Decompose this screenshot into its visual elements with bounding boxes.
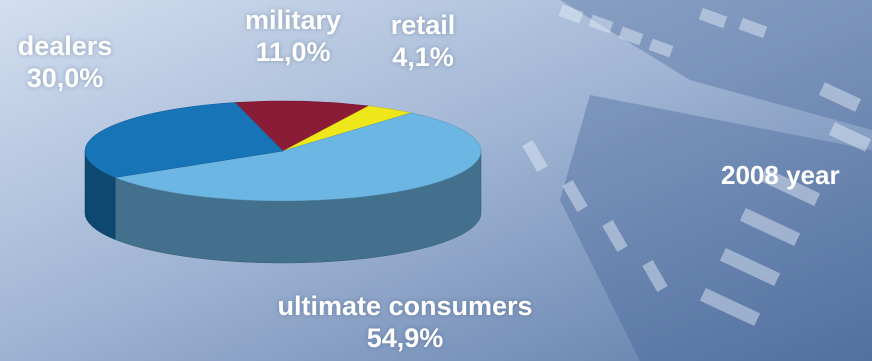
slice-value-military: 11,0%	[255, 37, 331, 67]
pie-slice-military	[234, 100, 370, 152]
year-annotation: 2008 year	[721, 160, 840, 190]
label-military: military 11,0%	[228, 4, 358, 68]
slice-label-dealers: dealers	[17, 31, 113, 61]
pie-slice-dealers	[84, 102, 284, 178]
slice-label-military: military	[244, 5, 342, 35]
pie-slices	[84, 100, 482, 202]
label-retail: retail 4,1%	[368, 9, 478, 73]
pie-slice-ultimate-consumers	[114, 112, 482, 202]
slice-label-ultimate-consumers: ultimate consumers	[277, 291, 533, 321]
slice-value-dealers: 30,0%	[26, 63, 104, 93]
slice-label-retail: retail	[390, 10, 456, 40]
slice-value-retail: 4,1%	[392, 42, 454, 72]
slice-value-ultimate-consumers: 54,9%	[366, 323, 444, 353]
label-ultimate-consumers: ultimate consumers 54,9%	[250, 290, 560, 354]
label-dealers: dealers 30,0%	[10, 30, 120, 94]
